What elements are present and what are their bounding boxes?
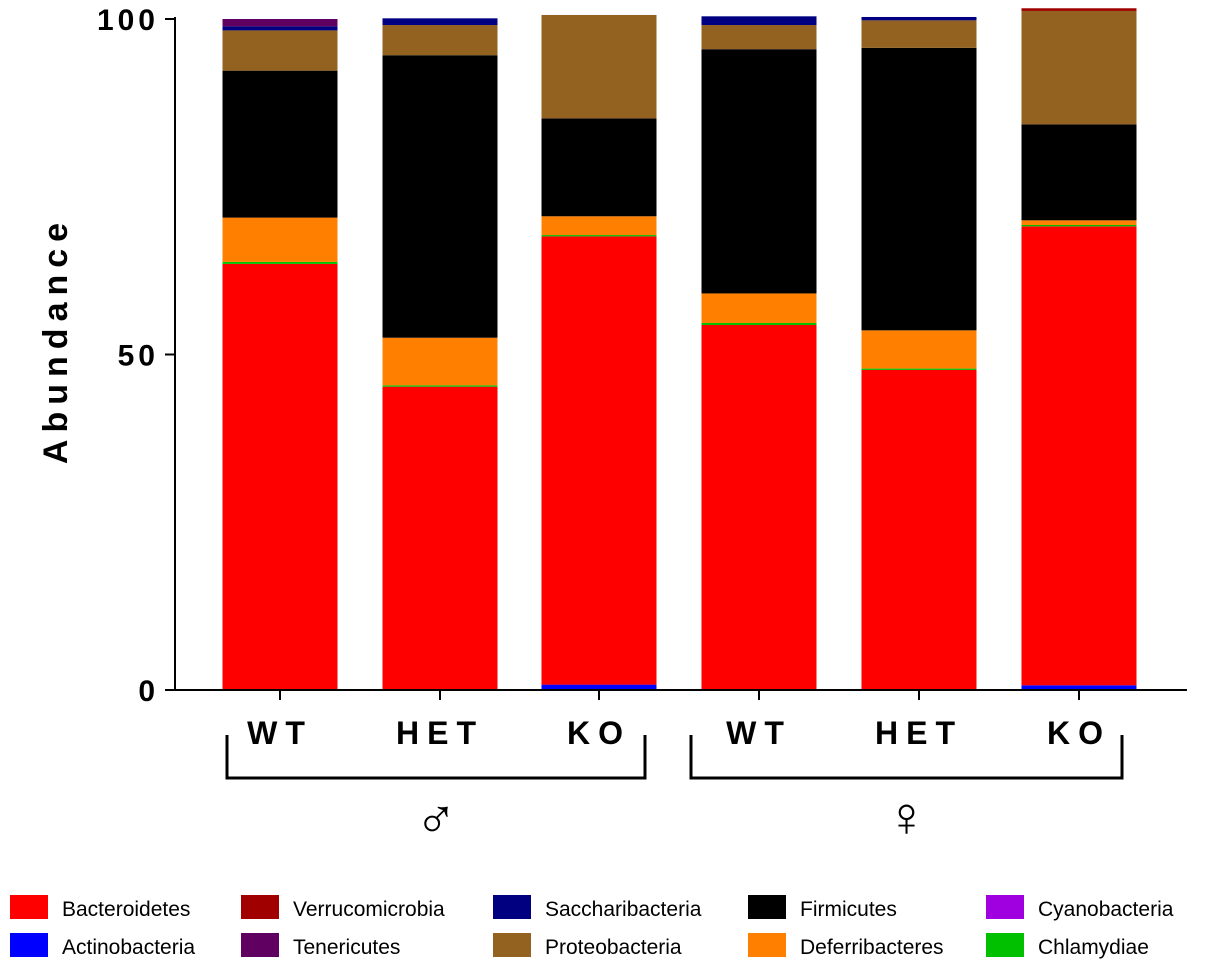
y-tick-label: 0 [138, 675, 159, 708]
bar-segment-deferribacteres-2 [541, 216, 657, 236]
bar-segment-proteobacteria-1 [382, 25, 498, 56]
legend-label: Chlamydiae [1038, 936, 1149, 959]
bar-segment-bacteroidetes-4 [861, 369, 977, 690]
bar-segment-proteobacteria-4 [861, 20, 977, 48]
group-bracket [689, 735, 1124, 780]
legend-label: Cyanobacteria [1038, 898, 1174, 921]
bar-segment-firmicutes-3 [701, 49, 817, 294]
bar-segment-actinobacteria-5 [1021, 685, 1137, 690]
legend-swatch [493, 895, 531, 919]
legend-swatch [748, 895, 786, 919]
bar-segment-bacteroidetes-1 [382, 386, 498, 690]
legend-swatch [10, 933, 48, 957]
legend-swatch [986, 933, 1024, 957]
bar-segment-deferribacteres-0 [222, 217, 338, 262]
y-tick-label: 100 [97, 4, 159, 37]
bars-layer [222, 8, 1137, 690]
bar-segment-proteobacteria-2 [541, 14, 657, 119]
bar-segment-saccharibacteria-1 [382, 18, 498, 26]
legend-label: Firmicutes [800, 898, 897, 921]
x-tick-label: WT [726, 715, 792, 751]
bar-segment-tenericutes-0 [222, 19, 338, 27]
x-tick-label: WT [247, 715, 313, 751]
bar-segment-firmicutes-4 [861, 47, 977, 331]
x-tick-label: KO [1047, 715, 1111, 751]
legend-swatch [748, 933, 786, 957]
y-tick-label: 50 [118, 340, 159, 373]
axes-layer: 0 50 100 [97, 4, 1187, 708]
legend-swatch [241, 895, 279, 919]
group-label: ♀ [886, 785, 928, 848]
legend-label: Proteobacteria [545, 936, 682, 959]
bar-segment-firmicutes-5 [1021, 124, 1137, 221]
group-label: ♂ [415, 785, 457, 848]
legend-label: Bacteroidetes [62, 898, 190, 921]
bar-segment-chlamydiae-5 [1021, 224, 1137, 227]
bar-segment-firmicutes-2 [541, 118, 657, 217]
y-axis-title: Abundance [37, 216, 75, 464]
bar-segment-proteobacteria-5 [1021, 10, 1137, 125]
legend-label: Deferribacteres [800, 936, 944, 959]
bar-segment-firmicutes-0 [222, 70, 338, 218]
legend-label: Saccharibacteria [545, 898, 702, 921]
legend-swatch [493, 933, 531, 957]
legend-swatch [986, 895, 1024, 919]
legend-swatch [241, 933, 279, 957]
group-bracket [225, 735, 647, 780]
legend-label: Actinobacteria [62, 936, 195, 959]
x-tick-label: KO [567, 715, 631, 751]
bar-segment-actinobacteria-2 [541, 684, 657, 690]
legend-label: Tenericutes [293, 936, 400, 959]
bar-segment-saccharibacteria-4 [861, 16, 977, 21]
bar-segment-deferribacteres-1 [382, 337, 498, 386]
legend-label: Verrucomicrobia [293, 898, 445, 921]
group-brackets: ♂ ♀ [225, 735, 1124, 848]
bar-segment-bacteroidetes-2 [541, 236, 657, 685]
legend: Bacteroidetes Verrucomicrobia Saccharibact… [10, 895, 1174, 959]
bar-segment-chlamydiae-1 [382, 385, 498, 387]
x-tick-labels: WT HET KO WT HET KO [247, 715, 1111, 751]
bar-segment-saccharibacteria-0 [222, 26, 338, 31]
bar-segment-chlamydiae-0 [222, 261, 338, 264]
bar-segment-bacteroidetes-0 [222, 263, 338, 690]
x-tick-label: HET [875, 715, 963, 751]
bar-segment-deferribacteres-3 [701, 293, 817, 323]
bar-segment-verrucomicrobia-5 [1021, 8, 1137, 11]
bar-segment-proteobacteria-3 [701, 25, 817, 50]
bar-segment-saccharibacteria-3 [701, 16, 817, 26]
bar-segment-deferribacteres-4 [861, 330, 977, 369]
bar-segment-firmicutes-1 [382, 55, 498, 338]
bar-segment-deferribacteres-5 [1021, 220, 1137, 225]
x-tick-label: HET [396, 715, 484, 751]
bar-segment-bacteroidetes-3 [701, 324, 817, 690]
bar-segment-bacteroidetes-5 [1021, 226, 1137, 686]
bar-segment-chlamydiae-3 [701, 322, 817, 325]
bar-segment-chlamydiae-4 [861, 368, 977, 370]
legend-swatch [10, 895, 48, 919]
bar-segment-proteobacteria-0 [222, 30, 338, 71]
bar-segment-chlamydiae-2 [541, 235, 657, 237]
